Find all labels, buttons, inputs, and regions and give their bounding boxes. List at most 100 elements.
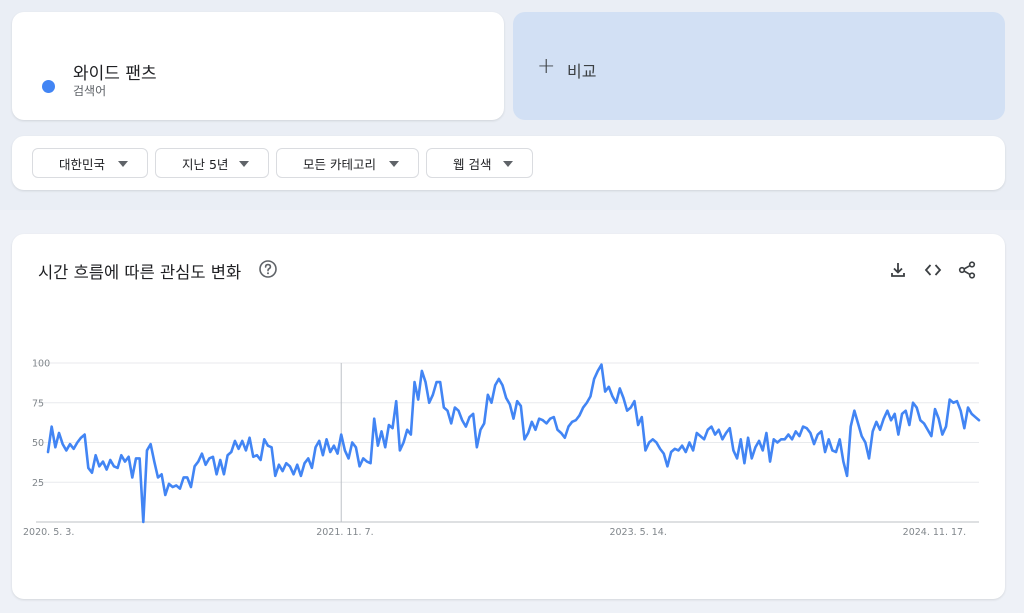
data-point (300, 475, 301, 476)
data-point (165, 494, 166, 495)
x-tick-label-1: 2021. 11. 7. (316, 527, 373, 538)
data-point (418, 399, 419, 400)
data-point (700, 436, 701, 437)
data-point (949, 399, 950, 400)
time-range-filter[interactable]: 지난 5년 (155, 148, 269, 178)
data-point (865, 442, 866, 443)
data-point (157, 477, 158, 478)
data-point (465, 426, 466, 427)
data-point (201, 453, 202, 454)
data-point (923, 423, 924, 424)
data-point (297, 464, 298, 465)
data-point (835, 451, 836, 452)
data-point (242, 440, 243, 441)
data-point (755, 447, 756, 448)
data-point (491, 402, 492, 403)
data-point (956, 401, 957, 402)
data-point (740, 439, 741, 440)
data-point (271, 447, 272, 448)
series-line (46, 363, 981, 524)
data-point (55, 447, 56, 448)
data-point (124, 461, 125, 462)
search-property-filter[interactable]: 웹 검색 (426, 148, 533, 178)
data-point (846, 475, 847, 476)
data-point (773, 439, 774, 440)
search-property-filter-label: 웹 검색 (453, 156, 492, 172)
data-point (414, 381, 415, 382)
data-point (462, 420, 463, 421)
data-point (872, 431, 873, 432)
category-filter-label: 모든 카테고리 (303, 156, 376, 172)
x-tick-label-0: 2020. 5. 3. (23, 527, 74, 538)
data-point (799, 436, 800, 437)
data-point (139, 458, 140, 459)
share-icon[interactable] (957, 260, 977, 280)
search-term-card[interactable]: 와이드 팬츠 검색어 (12, 12, 504, 120)
data-point (513, 418, 514, 419)
region-filter[interactable]: 대한민국 (32, 148, 148, 178)
data-point (194, 466, 195, 467)
data-point (942, 434, 943, 435)
compare-button[interactable]: + 비교 (513, 12, 1005, 120)
data-point (220, 459, 221, 460)
data-point (432, 394, 433, 395)
data-point (341, 434, 342, 435)
data-point (649, 442, 650, 443)
data-point (747, 437, 748, 438)
data-point (766, 432, 767, 433)
data-point (722, 439, 723, 440)
download-icon[interactable] (888, 260, 908, 280)
data-point (557, 429, 558, 430)
time-range-filter-label: 지난 5년 (182, 156, 229, 172)
category-filter[interactable]: 모든 카테고리 (276, 148, 419, 178)
data-point (736, 458, 737, 459)
data-point (223, 474, 224, 475)
data-point (685, 451, 686, 452)
data-point (454, 407, 455, 408)
help-icon[interactable] (258, 259, 278, 279)
data-point (429, 402, 430, 403)
data-point (909, 424, 910, 425)
data-point (366, 461, 367, 462)
data-point (843, 461, 844, 462)
chart-title: 시간 흐름에 따른 관심도 변화 (38, 263, 242, 282)
data-point (758, 440, 759, 441)
data-point (594, 378, 595, 379)
data-point (344, 450, 345, 451)
data-point (590, 396, 591, 397)
data-point (495, 385, 496, 386)
data-point (322, 455, 323, 456)
data-point (802, 426, 803, 427)
data-point (458, 410, 459, 411)
data-point (451, 423, 452, 424)
data-point (645, 450, 646, 451)
data-point (47, 451, 48, 452)
data-point (905, 410, 906, 411)
embed-icon[interactable] (923, 260, 943, 280)
x-tick-label-2: 2023. 5. 14. (609, 527, 666, 538)
plus-icon: + (537, 54, 556, 79)
data-point (154, 461, 155, 462)
data-point (579, 415, 580, 416)
caret-down-icon (389, 161, 399, 167)
data-point (729, 428, 730, 429)
caret-down-icon (118, 161, 128, 167)
data-point (249, 437, 250, 438)
data-point (95, 455, 96, 456)
data-point (788, 434, 789, 435)
data-point (473, 413, 474, 414)
data-point (487, 394, 488, 395)
data-point (388, 424, 389, 425)
caret-down-icon (503, 161, 513, 167)
y-tick-label-25: 25 (32, 478, 44, 489)
data-point (586, 402, 587, 403)
data-point (725, 432, 726, 433)
data-point (542, 420, 543, 421)
data-point (161, 474, 162, 475)
data-point (443, 407, 444, 408)
search-term-name[interactable]: 와이드 팬츠 (73, 64, 157, 84)
data-point (975, 416, 976, 417)
data-point (931, 436, 932, 437)
data-point (370, 463, 371, 464)
data-point (652, 439, 653, 440)
